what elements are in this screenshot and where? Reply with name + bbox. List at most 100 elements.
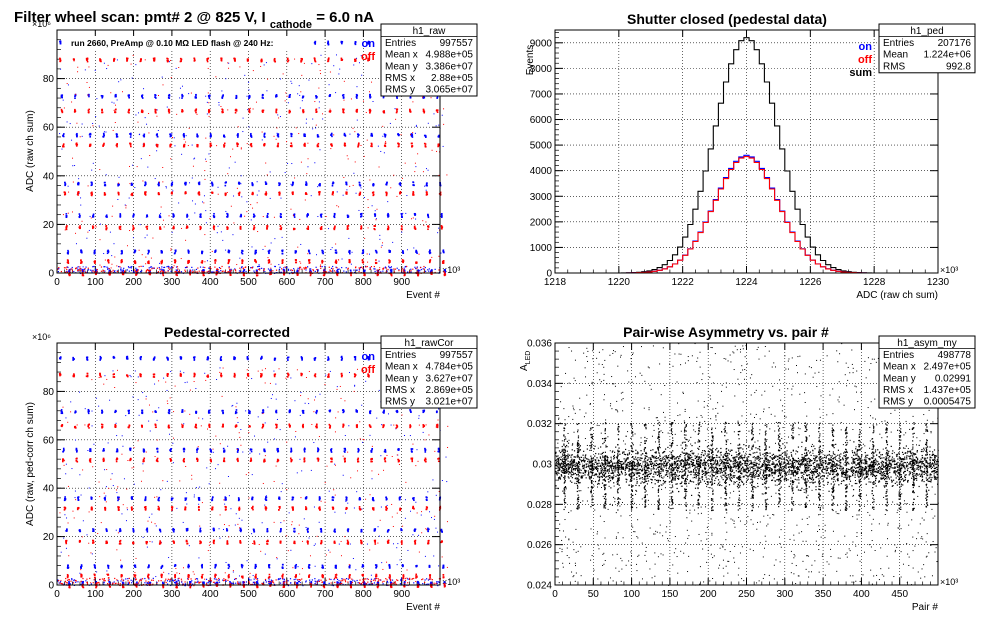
data-point-on [168,95,170,97]
data-point-on [315,396,316,397]
data-point-on [159,263,160,264]
data-point-on [81,252,83,254]
data-point-on [346,271,347,272]
x-tick-label: 500 [240,277,257,288]
data-point-on [345,183,347,185]
data-point-on [130,136,132,138]
data-point-on [163,378,164,379]
x-tick-label: 600 [278,277,295,288]
data-point-on [140,271,141,272]
data-point-on [135,370,136,371]
data-point-off [367,266,368,267]
data-point-on [75,440,76,441]
data-point-on [132,78,133,79]
data-point-on [80,197,81,198]
data-point-on [106,216,108,218]
x-tick-label: 200 [125,277,142,288]
data-point-on [415,250,417,252]
data-point-off [350,275,352,277]
data-point-off [82,221,83,222]
data-point-on [194,358,196,360]
data-point-on [183,372,184,373]
data-point-off [369,179,370,180]
y-tick-label: 20 [43,220,55,231]
data-point-on [66,517,67,518]
data-point-on [259,264,260,265]
data-point-off [238,193,240,195]
data-point-on [322,565,324,567]
data-point-off [102,145,104,147]
data-point-on [316,97,318,99]
data-point-on [225,78,226,79]
data-point-off [76,267,77,268]
data-point-on [223,448,225,450]
data-point-on [187,382,188,383]
data-point-on [94,567,96,569]
data-point-on [196,487,197,488]
data-point-on [349,253,351,255]
data-point-on [294,216,296,218]
data-point-on [228,566,230,568]
data-point-on [425,136,427,138]
data-point-on [208,153,209,154]
data-point-on [369,96,371,98]
data-point-on [174,137,175,138]
data-point-off [231,270,232,271]
data-point-on [225,182,227,184]
data-point-off [256,102,257,103]
data-point-on [147,235,148,236]
data-point-off [119,266,120,267]
data-point-off [367,140,368,141]
data-point-on [301,358,303,360]
data-point-on [242,452,243,453]
data-point-on [140,224,141,225]
data-point-on [112,473,113,474]
data-point-on [232,234,233,235]
data-point-off [362,260,364,262]
data-point-off [208,92,209,93]
data-point-on [186,135,187,136]
data-point-on [146,396,147,397]
data-point-on [134,484,135,485]
data-point-off [148,132,149,133]
data-point-off [206,161,207,162]
data-point-on [358,134,360,136]
data-point-on [401,213,403,215]
data-point-off [191,93,192,94]
data-point-on [253,270,254,271]
data-point-off [181,109,183,111]
data-point-on [129,267,130,268]
data-point-off [183,145,185,147]
data-point-on [159,267,160,268]
data-point-on [78,496,80,498]
data-point-on [222,240,223,241]
data-point-on [407,271,408,272]
data-point-off [211,268,212,269]
data-point-off [87,61,89,63]
data-point-off [306,267,307,268]
data-point-off [239,268,240,269]
data-point-on [162,77,163,78]
data-point-on [186,504,187,505]
data-point-on [122,435,123,436]
data-point-on [425,267,426,268]
data-point-on [145,117,146,118]
data-point-on [178,202,179,203]
data-point-on [193,158,194,159]
data-point-on [87,450,88,451]
data-point-off [388,259,390,261]
data-point-on [321,216,323,218]
data-point-off [67,260,69,262]
data-point-on [244,269,245,270]
data-point-on [415,133,416,134]
data-point-on [64,182,66,184]
data-point-on [108,251,110,253]
data-point-on [335,92,336,93]
data-point-on [127,509,128,510]
data-point-off [198,192,200,194]
data-point-on [369,254,370,255]
data-point-on [106,530,108,532]
data-point-off [262,111,264,113]
data-point-off [334,270,335,271]
data-point-off [274,61,276,63]
